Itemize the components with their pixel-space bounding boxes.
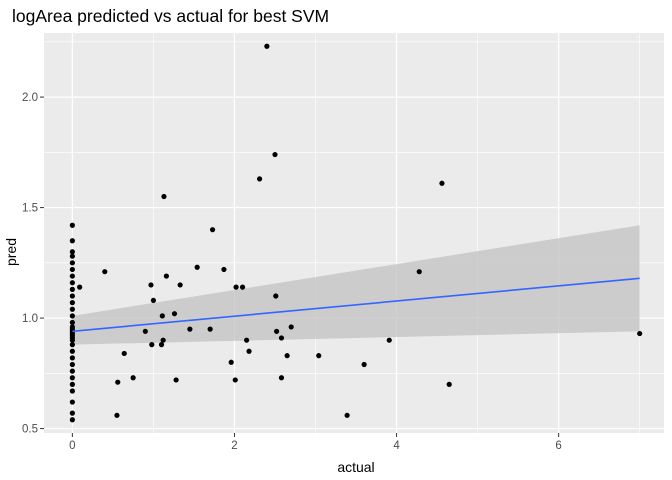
data-point <box>149 342 155 348</box>
data-point <box>69 319 75 326</box>
data-point <box>239 284 246 290</box>
y-tick-label: 1.5 <box>22 203 38 215</box>
data-point <box>274 328 280 334</box>
data-point <box>69 399 75 405</box>
data-point <box>69 337 75 343</box>
x-tick-label: 0 <box>69 440 75 452</box>
data-point <box>115 379 121 385</box>
data-point <box>148 282 154 288</box>
data-point <box>344 412 350 418</box>
data-point <box>69 313 75 319</box>
y-tick-label: 2.0 <box>22 92 38 104</box>
data-point <box>244 337 250 343</box>
data-point <box>150 297 157 304</box>
y-axis: 0.5 1.0 1.5 2.0 <box>22 92 44 436</box>
data-point <box>69 238 75 244</box>
data-point <box>264 43 270 49</box>
chart-title: logArea predicted vs actual for best SVM <box>12 6 329 26</box>
data-point <box>637 330 643 337</box>
data-point <box>233 284 239 290</box>
data-point <box>114 412 120 418</box>
data-point <box>121 350 127 357</box>
data-point <box>69 260 75 266</box>
x-tick-label: 2 <box>231 440 237 452</box>
panel-background <box>44 33 664 433</box>
y-tick-label: 0.5 <box>22 424 38 436</box>
fit-line <box>72 277 640 333</box>
x-tick-label: 6 <box>555 440 561 452</box>
data-point <box>69 355 75 361</box>
data-point <box>69 293 75 299</box>
data-point <box>69 368 75 374</box>
data-point <box>160 337 166 343</box>
data-point <box>173 377 179 383</box>
data-point <box>288 324 294 330</box>
points <box>69 43 643 423</box>
grid-minor <box>44 33 664 433</box>
data-point <box>69 306 75 312</box>
data-point <box>69 273 75 279</box>
plot-panel <box>44 33 664 433</box>
data-point <box>316 353 322 359</box>
data-point <box>439 180 445 186</box>
data-point <box>69 381 75 387</box>
data-point <box>284 353 290 359</box>
data-point <box>209 227 216 233</box>
data-point <box>171 311 178 317</box>
data-point <box>207 326 213 332</box>
data-point <box>278 335 285 341</box>
data-point <box>361 361 367 368</box>
data-point <box>187 326 193 332</box>
data-point <box>69 388 75 394</box>
data-point <box>69 249 75 255</box>
data-point <box>69 222 75 228</box>
data-point <box>69 266 75 273</box>
data-point <box>446 381 452 387</box>
data-point <box>194 264 200 270</box>
data-point <box>69 280 75 286</box>
data-point <box>142 328 148 334</box>
data-point <box>102 269 108 275</box>
data-point <box>228 359 234 365</box>
data-point <box>416 269 422 275</box>
data-point <box>232 377 238 383</box>
data-point <box>163 273 169 279</box>
data-point <box>69 300 75 306</box>
data-point <box>221 266 227 273</box>
data-point <box>177 282 183 288</box>
data-point <box>69 361 75 368</box>
data-point <box>69 348 75 354</box>
data-point <box>256 176 263 182</box>
y-axis-title: pred <box>3 238 19 266</box>
data-point <box>246 348 252 354</box>
confidence-band <box>72 225 640 345</box>
data-point <box>77 284 83 290</box>
data-point <box>161 193 167 200</box>
data-point <box>69 342 75 348</box>
data-point <box>386 337 392 343</box>
data-point <box>158 342 165 348</box>
data-point <box>69 417 75 423</box>
data-point <box>69 286 75 292</box>
data-point <box>69 375 75 381</box>
data-point <box>273 293 279 299</box>
data-point <box>159 313 165 319</box>
data-point <box>278 375 285 381</box>
data-point <box>130 375 136 381</box>
x-tick-label: 4 <box>393 440 400 452</box>
y-tick-label: 1.0 <box>22 313 38 325</box>
data-point <box>272 151 278 158</box>
data-point <box>69 253 75 259</box>
x-axis-title: actual <box>337 459 374 475</box>
x-axis: 0 2 4 6 <box>69 433 562 452</box>
data-point <box>69 410 75 416</box>
